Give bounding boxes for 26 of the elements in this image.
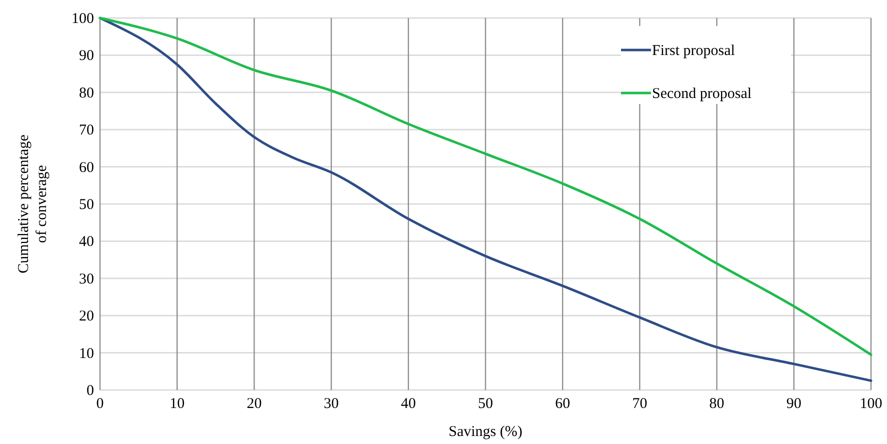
- y-tick-label: 50: [79, 197, 94, 213]
- x-tick-label: 80: [709, 396, 724, 412]
- x-tick-label: 10: [170, 396, 185, 412]
- y-tick-label: 80: [79, 85, 94, 102]
- y-tick-label: 90: [79, 48, 94, 64]
- legend-label: Second proposal: [652, 86, 752, 102]
- x-axis-title: Savings (%): [448, 424, 522, 440]
- y-tick-label: 60: [79, 160, 94, 176]
- x-tick-label: 20: [246, 396, 262, 412]
- x-tick-label: 60: [555, 396, 570, 412]
- x-tick-label: 100: [860, 396, 882, 412]
- y-axis-title: Cumulative percentage of converage: [16, 134, 50, 274]
- x-tick-label: 40: [400, 396, 416, 412]
- x-tick-label: 0: [96, 396, 104, 412]
- y-tick-label: 30: [79, 271, 94, 288]
- x-tick-label: 90: [786, 396, 802, 412]
- x-tick-label: 70: [632, 396, 648, 412]
- x-tick-label: 50: [478, 396, 493, 412]
- y-tick-label: 100: [72, 11, 94, 27]
- y-tick-label: 70: [79, 122, 94, 139]
- y-tick-label: 20: [79, 308, 94, 325]
- y-tick-label: 10: [79, 346, 94, 362]
- legend-label: First proposal: [652, 43, 735, 59]
- x-tick-label: 30: [324, 396, 339, 412]
- y-tick-label: 0: [86, 383, 94, 399]
- y-tick-label: 40: [79, 234, 94, 250]
